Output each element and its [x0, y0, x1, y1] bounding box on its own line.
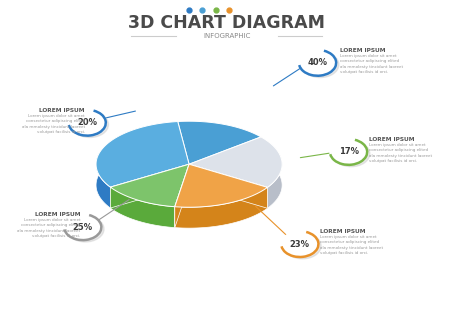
- Circle shape: [330, 139, 367, 165]
- Polygon shape: [96, 154, 110, 208]
- Text: 23%: 23%: [290, 240, 310, 249]
- Text: Lorem ipsum dolor sit amet
consectetur adipiscing elited
ala mmolesty tincidunt : Lorem ipsum dolor sit amet consectetur a…: [320, 235, 383, 255]
- Polygon shape: [175, 164, 189, 228]
- Text: LOREM IPSUM: LOREM IPSUM: [320, 229, 365, 234]
- Circle shape: [68, 110, 106, 136]
- Text: LOREM IPSUM: LOREM IPSUM: [340, 48, 385, 53]
- Circle shape: [284, 233, 321, 259]
- Polygon shape: [175, 187, 267, 228]
- Text: Lorem ipsum dolor sit amet
consectetur adipiscing elited
ala mmolesty tincidunt : Lorem ipsum dolor sit amet consectetur a…: [369, 143, 432, 163]
- Polygon shape: [110, 164, 189, 208]
- Polygon shape: [267, 154, 282, 208]
- Text: LOREM IPSUM: LOREM IPSUM: [369, 137, 414, 142]
- Text: LOREM IPSUM: LOREM IPSUM: [35, 212, 81, 217]
- Polygon shape: [175, 164, 267, 207]
- Circle shape: [71, 112, 108, 138]
- Text: Lorem ipsum dolor sit amet
consectetur adipiscing elited
ala mmolesty tincidunt : Lorem ipsum dolor sit amet consectetur a…: [22, 113, 85, 134]
- Polygon shape: [175, 164, 189, 228]
- Circle shape: [64, 214, 101, 240]
- Polygon shape: [110, 187, 175, 228]
- Polygon shape: [189, 164, 267, 208]
- Text: 40%: 40%: [307, 58, 328, 67]
- Text: 20%: 20%: [77, 118, 97, 127]
- Polygon shape: [178, 121, 261, 164]
- Polygon shape: [110, 164, 189, 207]
- Polygon shape: [189, 137, 282, 187]
- Circle shape: [67, 216, 104, 242]
- Circle shape: [281, 231, 319, 257]
- Circle shape: [299, 50, 336, 76]
- Text: 3D CHART DIAGRAM: 3D CHART DIAGRAM: [128, 14, 325, 32]
- Polygon shape: [189, 164, 267, 208]
- Text: INFOGRAPHIC: INFOGRAPHIC: [203, 33, 251, 39]
- Text: Lorem ipsum dolor sit amet
consectetur adipiscing elited
ala mmolesty tincidunt : Lorem ipsum dolor sit amet consectetur a…: [18, 218, 81, 238]
- Text: Lorem ipsum dolor sit amet
consectetur adipiscing elited
ala mmolesty tincidunt : Lorem ipsum dolor sit amet consectetur a…: [340, 54, 403, 74]
- Text: 17%: 17%: [338, 148, 359, 157]
- Circle shape: [333, 141, 370, 167]
- Polygon shape: [96, 122, 189, 187]
- Text: LOREM IPSUM: LOREM IPSUM: [40, 108, 85, 113]
- Polygon shape: [110, 164, 189, 208]
- Text: 25%: 25%: [73, 223, 93, 232]
- Circle shape: [302, 52, 339, 78]
